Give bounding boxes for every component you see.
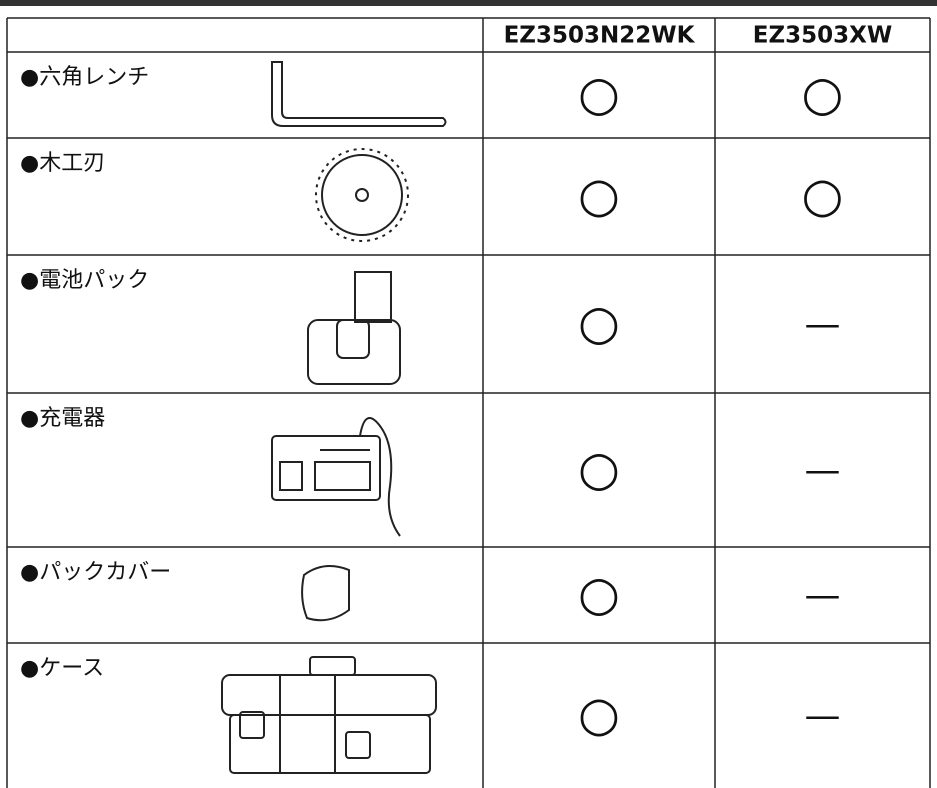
battery-icon <box>307 271 401 385</box>
item-label: ●充電器 <box>20 406 105 431</box>
charger-icon <box>271 417 401 537</box>
dash-mark: — <box>805 696 841 737</box>
dash-mark: — <box>805 450 841 491</box>
column-header: EZ3503N22WK <box>504 23 696 49</box>
item-label: ●パックカバー <box>20 560 171 585</box>
hex-wrench-icon <box>271 61 447 127</box>
item-label: ●木工刃 <box>20 151 105 176</box>
circle-mark: ○ <box>578 66 620 122</box>
circle-mark: ○ <box>578 441 620 497</box>
item-label: ●ケース <box>20 656 104 681</box>
saw-blade-icon <box>315 148 409 242</box>
case-icon <box>221 656 437 774</box>
column-header: EZ3503XW <box>753 23 893 49</box>
circle-mark: ○ <box>802 168 844 224</box>
circle-mark: ○ <box>578 295 620 351</box>
circle-mark: ○ <box>578 168 620 224</box>
illustrations <box>221 61 447 774</box>
item-label: ●六角レンチ <box>20 65 149 90</box>
circle-mark: ○ <box>578 566 620 622</box>
cropped-heading <box>0 0 937 6</box>
circle-mark: ○ <box>578 687 620 743</box>
circle-mark: ○ <box>802 66 844 122</box>
dash-mark: — <box>805 575 841 616</box>
dash-mark: — <box>805 304 841 345</box>
item-label: ●電池パック <box>20 268 149 293</box>
pack-cover-icon <box>301 565 350 622</box>
